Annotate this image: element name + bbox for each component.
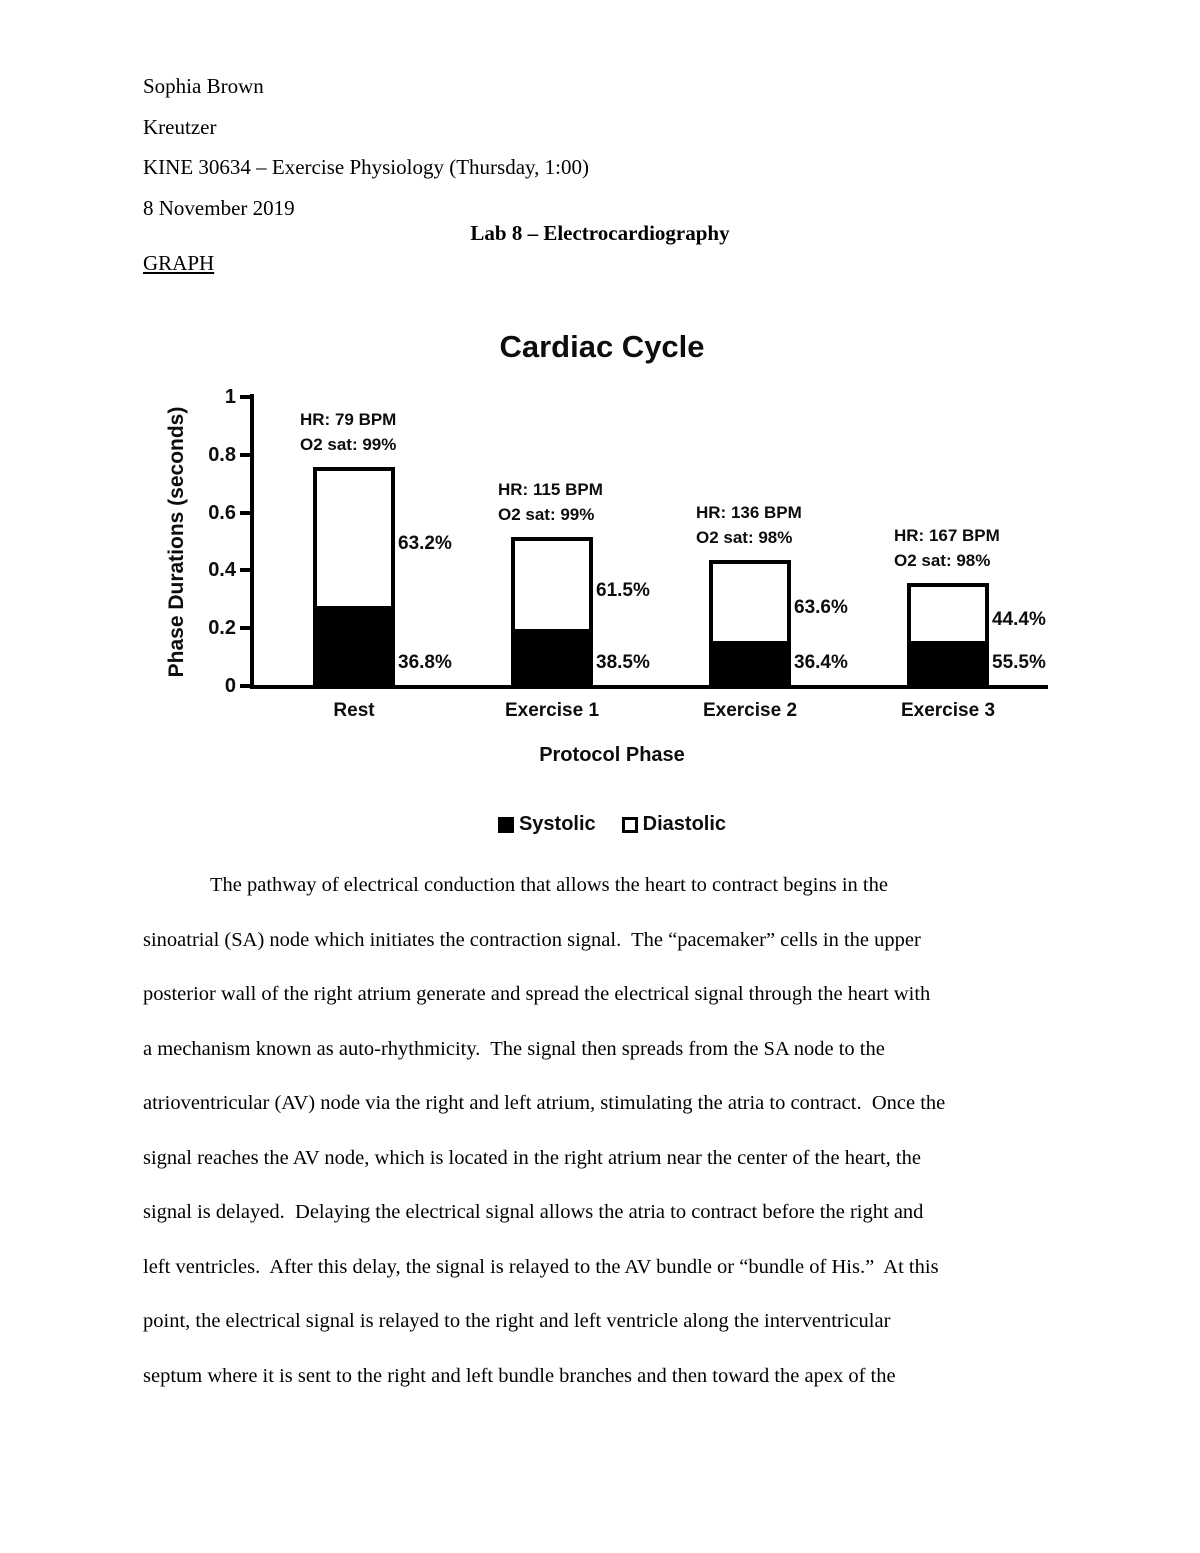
hr-value: HR: 79 BPM xyxy=(300,410,397,429)
bar-segment-systolic xyxy=(911,641,985,683)
body-line: posterior wall of the right atrium gener… xyxy=(143,983,931,1005)
legend-swatch-systolic xyxy=(497,816,514,833)
y-axis-line xyxy=(250,394,254,687)
body-line: signal reaches the AV node, which is loc… xyxy=(143,1147,921,1169)
x-axis-line xyxy=(250,685,1048,689)
y-tick-mark xyxy=(240,568,251,572)
y-tick-mark xyxy=(240,511,251,515)
o2-sat-value: O2 sat: 99% xyxy=(300,435,397,454)
bar-segment-systolic xyxy=(713,641,787,683)
body-line: The pathway of electrical conduction tha… xyxy=(210,874,888,896)
systolic-percent-label: 36.8% xyxy=(398,652,452,673)
x-axis-title: Protocol Phase xyxy=(539,744,685,766)
header-line: KINE 30634 – Exercise Physiology (Thursd… xyxy=(143,155,589,179)
o2-sat-value: O2 sat: 99% xyxy=(498,505,595,524)
hr-value: HR: 136 BPM xyxy=(696,503,802,522)
x-category-rest: Rest xyxy=(333,700,375,721)
y-tick-mark xyxy=(240,395,251,399)
header-lines: Sophia Brown Kreutzer KINE 30634 – Exercis… xyxy=(143,66,589,228)
body-line: a mechanism known as auto-rhythmicity. T… xyxy=(143,1038,885,1060)
o2-sat-value: O2 sat: 98% xyxy=(696,528,793,547)
y-tick-label: 0.8 xyxy=(208,444,236,466)
y-tick-mark xyxy=(240,626,251,630)
body-line: signal is delayed. Delaying the electric… xyxy=(143,1201,924,1223)
legend-label: Diastolic xyxy=(642,813,727,835)
body-line: septum where it is sent to the right and… xyxy=(143,1365,896,1387)
y-tick-label: 0.2 xyxy=(208,617,236,639)
body-line: point, the electrical signal is relayed … xyxy=(143,1310,891,1332)
header-line: 8 November 2019 xyxy=(143,195,295,220)
hr-value: HR: 167 BPM xyxy=(894,526,1000,545)
y-tick-mark xyxy=(240,453,251,457)
bar-exercise-3 xyxy=(907,583,989,687)
y-tick-label: 0.4 xyxy=(208,559,236,581)
cardiac-cycle-chart: Cardiac Cycle Phase Durations (seconds) … xyxy=(24,329,1200,836)
body-line: atrioventricular (AV) node via the right… xyxy=(143,1092,946,1114)
header-line: Sophia Brown xyxy=(143,74,264,98)
diastolic-percent-label: 61.5% xyxy=(596,580,650,601)
legend-label: Systolic xyxy=(518,813,596,835)
header-line: Kreutzer xyxy=(143,114,217,139)
bar-exercise-1 xyxy=(511,537,593,687)
hr-annotation: HR: 136 BPM O2 sat: 98% xyxy=(696,500,802,550)
y-tick-mark xyxy=(240,684,251,688)
chart-title: Cardiac Cycle xyxy=(499,329,705,364)
hr-annotation: HR: 167 BPM O2 sat: 98% xyxy=(894,523,1000,573)
lab-title: Lab 8 – Electrocardiography xyxy=(470,221,730,245)
legend-item-systolic: Systolic xyxy=(497,813,596,836)
legend-item-diastolic: Diastolic xyxy=(621,813,727,836)
body-paragraph: The pathway of electrical conduction tha… xyxy=(143,872,1173,1492)
y-axis-title: Phase Durations (seconds) xyxy=(165,406,188,678)
x-category-exercise-3: Exercise 3 xyxy=(900,700,996,721)
y-tick-label: 1 xyxy=(224,386,236,408)
systolic-percent-label: 36.4% xyxy=(794,652,848,673)
o2-sat-value: O2 sat: 98% xyxy=(894,551,991,570)
x-category-exercise-1: Exercise 1 xyxy=(504,700,600,721)
bar-exercise-2 xyxy=(709,560,791,687)
body-line: sinoatrial (SA) node which initiates the… xyxy=(143,929,921,951)
graph-section-label: GRAPH xyxy=(143,251,215,275)
diastolic-percent-label: 63.2% xyxy=(398,533,452,554)
body-line: left ventricles. After this delay, the s… xyxy=(143,1256,939,1278)
diastolic-percent-label: 44.4% xyxy=(992,609,1046,630)
legend-swatch-diastolic xyxy=(621,816,638,833)
diastolic-percent-label: 63.6% xyxy=(794,597,848,618)
hr-value: HR: 115 BPM xyxy=(498,480,603,499)
bar-segment-systolic xyxy=(317,606,391,683)
bar-segment-systolic xyxy=(515,629,589,683)
chart-legend: Systolic Diastolic xyxy=(24,813,1200,836)
bar-rest xyxy=(313,467,395,687)
y-tick-label: 0 xyxy=(224,675,236,697)
systolic-percent-label: 55.5% xyxy=(992,652,1046,673)
y-tick-label: 0.6 xyxy=(208,502,236,524)
hr-annotation: HR: 115 BPM O2 sat: 99% xyxy=(498,477,603,527)
x-category-exercise-2: Exercise 2 xyxy=(702,700,798,721)
systolic-percent-label: 38.5% xyxy=(596,652,650,673)
hr-annotation: HR: 79 BPM O2 sat: 99% xyxy=(300,407,396,457)
